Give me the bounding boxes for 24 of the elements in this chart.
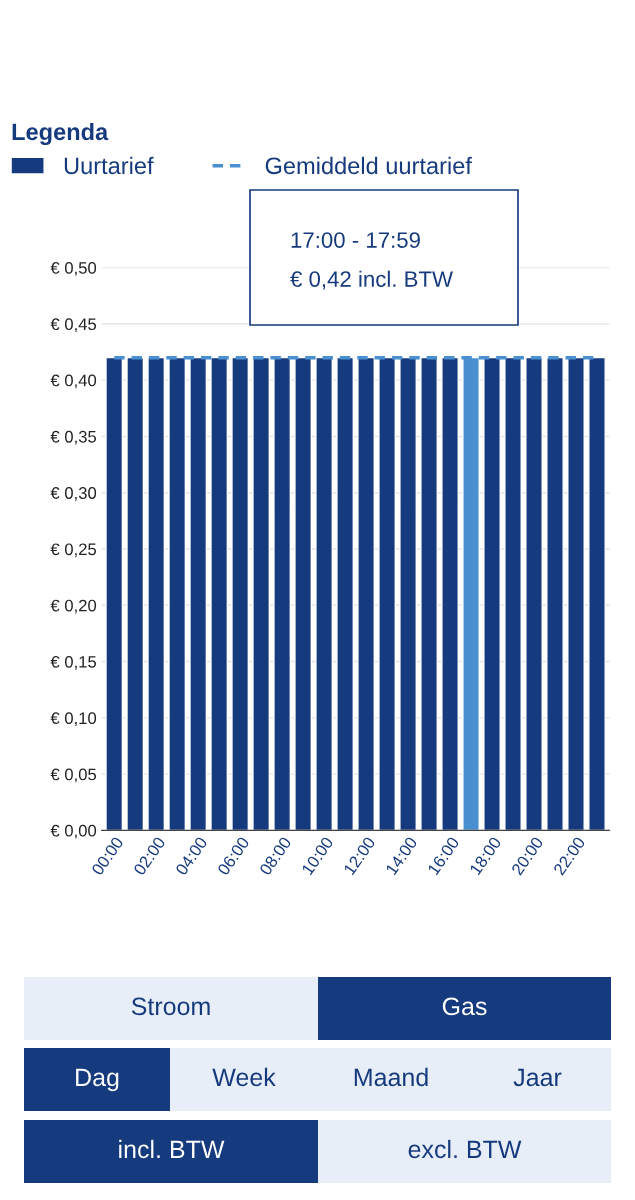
- text: Stroom: [131, 997, 210, 1016]
- legend-label: Gemiddeld uurtarief: [265, 156, 472, 175]
- text: 17:00 - 17:59: [291, 232, 420, 248]
- annotation: € 0,42 incl. BTW: [290, 270, 453, 290]
- y-tick-label: € 0,40: [50, 374, 97, 389]
- text: Maand: [354, 1067, 428, 1087]
- y-tick-label: € 0,10: [50, 712, 97, 727]
- y-tick-label: € 0,00: [50, 824, 97, 839]
- text: Dag: [76, 1068, 119, 1092]
- legend-label: Uurtarief: [64, 156, 154, 175]
- text: excl. BTW: [408, 1139, 522, 1159]
- y-tick-label: € 0,35: [50, 430, 97, 445]
- y-tick-label: € 0,05: [50, 768, 97, 783]
- y-tick-label: € 0,20: [50, 599, 97, 614]
- text: incl. BTW: [119, 1139, 225, 1159]
- y-tick-label: € 0,15: [50, 655, 97, 670]
- y-tick-label: € 0,50: [50, 262, 97, 276]
- y-tick-label: € 0,25: [50, 543, 97, 558]
- y-tick-label: € 0,30: [50, 487, 97, 501]
- legend-title: Legenda: [12, 122, 109, 145]
- text: Gas: [442, 997, 487, 1016]
- y-tick-label: € 0,45: [50, 318, 97, 333]
- text: Week: [212, 1067, 276, 1087]
- text: Jaar: [513, 1068, 562, 1087]
